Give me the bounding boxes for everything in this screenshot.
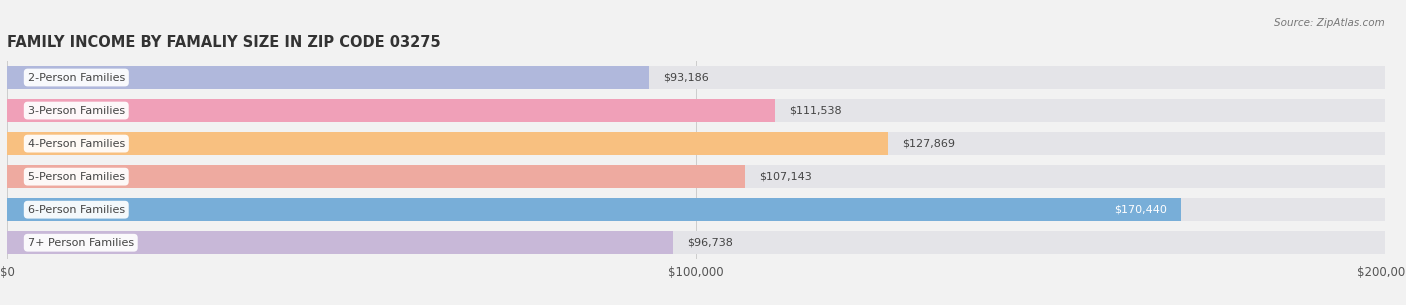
Bar: [7, 132, 1385, 155]
Text: 3-Person Families: 3-Person Families: [28, 106, 125, 116]
Bar: [7, 99, 1385, 122]
Bar: [7, 66, 1385, 89]
Text: $170,440: $170,440: [1115, 205, 1167, 215]
Bar: [7, 66, 650, 89]
Bar: [7, 231, 673, 254]
Bar: [7, 199, 1181, 221]
Bar: [7, 165, 1385, 188]
Text: $96,738: $96,738: [688, 238, 733, 248]
Bar: [7, 99, 776, 122]
Bar: [7, 231, 1385, 254]
Text: Source: ZipAtlas.com: Source: ZipAtlas.com: [1274, 18, 1385, 28]
Bar: [7, 165, 745, 188]
Bar: [7, 132, 889, 155]
Text: $127,869: $127,869: [901, 138, 955, 149]
Text: 4-Person Families: 4-Person Families: [28, 138, 125, 149]
Bar: [7, 199, 1385, 221]
Text: FAMILY INCOME BY FAMALIY SIZE IN ZIP CODE 03275: FAMILY INCOME BY FAMALIY SIZE IN ZIP COD…: [7, 35, 440, 50]
Text: 7+ Person Families: 7+ Person Families: [28, 238, 134, 248]
Text: $111,538: $111,538: [789, 106, 842, 116]
Text: 6-Person Families: 6-Person Families: [28, 205, 125, 215]
Text: $93,186: $93,186: [662, 73, 709, 83]
Text: 5-Person Families: 5-Person Families: [28, 172, 125, 182]
Text: $107,143: $107,143: [759, 172, 811, 182]
Text: 2-Person Families: 2-Person Families: [28, 73, 125, 83]
